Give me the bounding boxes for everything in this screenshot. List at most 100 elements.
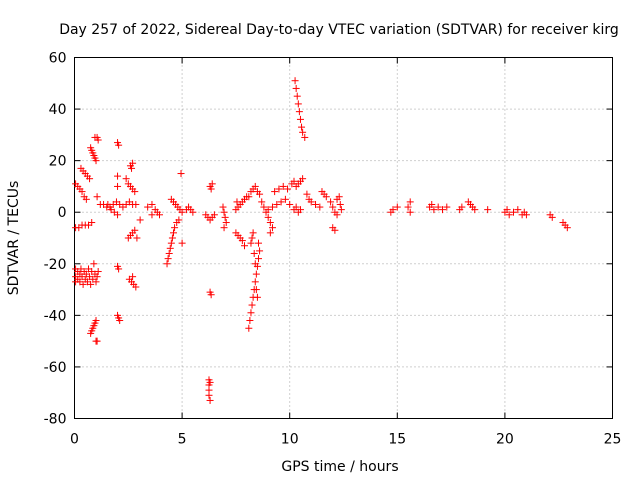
data-point (303, 190, 311, 198)
data-point (329, 203, 337, 211)
data-point (171, 224, 179, 232)
data-point (273, 200, 281, 208)
data-point (233, 198, 241, 206)
data-point (189, 208, 197, 216)
data-point (115, 265, 123, 273)
data-point (167, 239, 175, 247)
data-point (298, 123, 306, 131)
data-point (406, 208, 414, 216)
data-point (165, 249, 173, 257)
data-point (175, 216, 183, 224)
data-point (299, 128, 307, 136)
data-point (299, 175, 307, 183)
data-point (168, 234, 176, 242)
x-axis-label: GPS time / hours (281, 459, 398, 475)
data-point (548, 213, 556, 221)
data-point (505, 211, 513, 219)
data-point (266, 229, 274, 237)
data-point (296, 206, 304, 214)
data-point (264, 213, 272, 221)
data-point (253, 293, 261, 301)
data-point (128, 164, 136, 172)
data-point (312, 200, 320, 208)
data-point (164, 255, 172, 263)
data-points (72, 77, 571, 404)
x-axis: 0 5 10 15 20 25 (70, 57, 622, 448)
data-point (563, 224, 571, 232)
data-point (246, 317, 254, 325)
data-point (92, 157, 100, 165)
data-point (169, 229, 177, 237)
y-tick-label: -60 (44, 360, 67, 376)
data-point (275, 185, 283, 193)
data-point (114, 182, 122, 190)
data-point (177, 170, 185, 178)
data-point (256, 190, 264, 198)
data-point (254, 255, 262, 263)
y-tick-label: 40 (49, 102, 67, 118)
data-point (337, 206, 345, 214)
data-point (166, 244, 174, 252)
data-point (268, 203, 276, 211)
data-point (277, 198, 285, 206)
data-point (327, 198, 335, 206)
data-point (251, 260, 259, 268)
data-point (116, 317, 124, 325)
data-point (248, 234, 256, 242)
data-point (114, 211, 122, 219)
data-point (322, 193, 330, 201)
data-point (115, 141, 123, 149)
data-point (238, 237, 246, 245)
data-point (220, 208, 228, 216)
data-point (144, 203, 152, 211)
data-point (331, 226, 339, 234)
data-point (443, 203, 451, 211)
data-point (90, 260, 98, 268)
data-point (336, 200, 344, 208)
data-point (206, 396, 214, 404)
data-point (389, 206, 397, 214)
data-point (86, 175, 94, 183)
data-point (220, 224, 228, 232)
data-point (82, 195, 90, 203)
data-point (93, 193, 101, 201)
data-point (132, 283, 140, 291)
data-point (252, 286, 260, 294)
x-tick-label: 10 (281, 432, 299, 448)
data-point (92, 317, 100, 325)
data-point (266, 219, 274, 227)
chart-title: Day 257 of 2022, Sidereal Day-to-day VTE… (59, 22, 619, 38)
data-point (79, 280, 87, 288)
data-point (163, 260, 171, 268)
data-point (406, 198, 414, 206)
data-point (94, 268, 102, 276)
x-tick-label: 0 (70, 432, 79, 448)
data-point (404, 203, 412, 211)
data-point (131, 188, 139, 196)
data-point (438, 206, 446, 214)
y-tick-label: 0 (58, 205, 67, 221)
data-point (206, 378, 214, 386)
data-point (219, 203, 227, 211)
data-point (260, 203, 268, 211)
data-point (292, 84, 300, 92)
data-point (221, 213, 229, 221)
data-point (178, 239, 186, 247)
data-point (294, 100, 302, 108)
data-point (251, 278, 259, 286)
data-point (514, 206, 522, 214)
data-point (245, 324, 253, 332)
data-point (93, 337, 101, 345)
data-point (290, 177, 298, 185)
data-point (256, 247, 264, 255)
data-point (251, 182, 259, 190)
data-point (93, 273, 101, 281)
data-point (252, 270, 260, 278)
data-point (78, 188, 86, 196)
data-point (241, 242, 249, 250)
x-tick-label: 25 (604, 432, 622, 448)
data-point (301, 133, 309, 141)
data-point (393, 203, 401, 211)
data-point (132, 200, 140, 208)
